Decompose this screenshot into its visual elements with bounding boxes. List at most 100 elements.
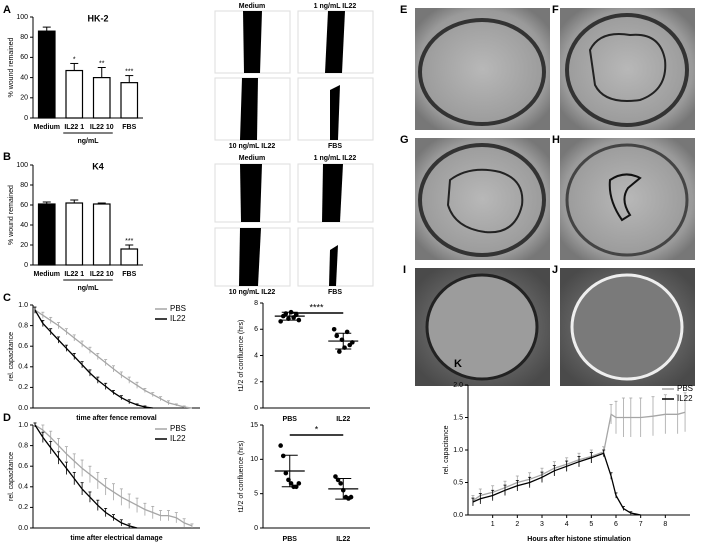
panel-letter: I bbox=[403, 264, 406, 276]
chart-title: K4 bbox=[92, 161, 104, 171]
x-tick-label: IL22 bbox=[336, 536, 350, 543]
y-tick-label: 100 bbox=[16, 162, 28, 169]
chart-title: HK-2 bbox=[87, 13, 108, 23]
wound-edge bbox=[588, 33, 667, 102]
y-tick-label: 0 bbox=[24, 115, 28, 122]
group-label: ng/mL bbox=[78, 285, 100, 292]
wound-gap bbox=[325, 11, 345, 73]
micrograph bbox=[415, 8, 550, 130]
x-tick-label: 7 bbox=[639, 521, 643, 528]
panel-letter: H bbox=[552, 134, 560, 146]
series-line bbox=[472, 452, 641, 516]
bar bbox=[37, 30, 56, 119]
panel-letter: G bbox=[400, 134, 409, 146]
legend-label: IL22 bbox=[170, 434, 186, 443]
y-axis-label: rel. capacitance bbox=[8, 452, 15, 501]
significance: * bbox=[315, 424, 319, 434]
electrode bbox=[418, 18, 546, 126]
y-tick-label: 1.5 bbox=[453, 414, 463, 421]
series-line bbox=[34, 424, 193, 527]
micrograph bbox=[560, 8, 695, 130]
y-tick-label: 10 bbox=[250, 456, 258, 463]
x-tick-label: Medium bbox=[34, 271, 60, 278]
y-axis-label: % wound remained bbox=[8, 185, 15, 245]
y-tick-label: 4 bbox=[254, 352, 258, 359]
x-tick-label: IL22 1 bbox=[64, 271, 84, 278]
bar bbox=[92, 76, 111, 119]
y-tick-label: 0.0 bbox=[453, 512, 463, 519]
panel-letter: F bbox=[552, 4, 559, 16]
data-point bbox=[331, 326, 337, 332]
micrographs bbox=[415, 8, 695, 386]
y-tick-label: 2 bbox=[254, 379, 258, 386]
data-point bbox=[337, 349, 342, 354]
image-label: Medium bbox=[239, 3, 265, 10]
y-tick-label: 0.5 bbox=[453, 479, 463, 486]
y-tick-label: 0 bbox=[254, 405, 258, 412]
x-axis-label: Hours after histone stimulation bbox=[527, 536, 630, 543]
y-tick-label: 40 bbox=[20, 222, 28, 229]
data-point bbox=[296, 317, 302, 323]
series-line bbox=[34, 309, 153, 409]
y-tick-label: 0.4 bbox=[18, 364, 28, 371]
electrode bbox=[425, 273, 539, 381]
electrode bbox=[570, 273, 684, 381]
wound-gap bbox=[239, 228, 261, 286]
panel-letter: E bbox=[400, 4, 407, 16]
y-tick-label: 20 bbox=[20, 242, 28, 249]
x-tick-label: IL22 1 bbox=[64, 124, 84, 131]
x-axis-label: time after fence removal bbox=[76, 415, 157, 422]
y-tick-label: 0.2 bbox=[18, 384, 28, 391]
significance: * bbox=[73, 56, 76, 63]
x-tick-label: Medium bbox=[34, 124, 60, 131]
x-tick-label: PBS bbox=[283, 536, 298, 543]
wound-gap bbox=[243, 11, 262, 73]
x-tick-label: IL22 bbox=[336, 416, 350, 423]
data-point bbox=[333, 474, 338, 479]
x-tick-label: FBS bbox=[122, 271, 136, 278]
series-line bbox=[34, 424, 138, 529]
x-tick-label: 1 bbox=[491, 521, 495, 528]
legend-label: PBS bbox=[677, 384, 693, 393]
wound-gap bbox=[240, 78, 258, 140]
wound-edge bbox=[446, 168, 524, 234]
data-point bbox=[338, 481, 343, 486]
bar bbox=[65, 202, 84, 266]
panel-letter: D bbox=[3, 412, 11, 424]
image-label: 10 ng/mL IL22 bbox=[229, 289, 276, 296]
bar bbox=[92, 203, 111, 266]
wound-gap bbox=[240, 164, 262, 222]
y-tick-label: 0.6 bbox=[18, 463, 28, 470]
y-tick-label: 0.8 bbox=[18, 442, 28, 449]
x-tick-label: 3 bbox=[540, 521, 544, 528]
y-tick-label: 5 bbox=[254, 491, 258, 498]
y-tick-label: 20 bbox=[20, 95, 28, 102]
micrograph bbox=[415, 138, 550, 260]
y-tick-label: 6 bbox=[254, 326, 258, 333]
image-label: Medium bbox=[239, 155, 265, 162]
legend-label: PBS bbox=[170, 304, 186, 313]
y-tick-label: 0.6 bbox=[18, 343, 28, 350]
y-axis-label: % wound remained bbox=[8, 37, 15, 97]
data-point bbox=[348, 494, 354, 500]
x-tick-label: 5 bbox=[589, 521, 593, 528]
micrograph bbox=[560, 138, 695, 260]
image-label: FBS bbox=[328, 143, 342, 150]
y-axis-label: t1/2 of confluence (hrs) bbox=[238, 320, 245, 392]
series-line bbox=[34, 309, 193, 409]
y-tick-label: 0 bbox=[24, 262, 28, 269]
panel-letter: C bbox=[3, 292, 11, 304]
electrode bbox=[565, 143, 689, 257]
image-label: 10 ng/mL IL22 bbox=[229, 143, 276, 150]
y-tick-label: 0.0 bbox=[18, 525, 28, 532]
y-tick-label: 0.4 bbox=[18, 484, 28, 491]
bar bbox=[120, 82, 139, 119]
wound-gap bbox=[330, 85, 340, 140]
x-axis-label: time after electrical damage bbox=[70, 535, 162, 542]
x-tick-label: FBS bbox=[122, 124, 136, 131]
data-point bbox=[296, 481, 302, 486]
y-tick-label: 0 bbox=[254, 525, 258, 532]
x-tick-label: PBS bbox=[283, 416, 298, 423]
significance: ** bbox=[99, 60, 105, 67]
